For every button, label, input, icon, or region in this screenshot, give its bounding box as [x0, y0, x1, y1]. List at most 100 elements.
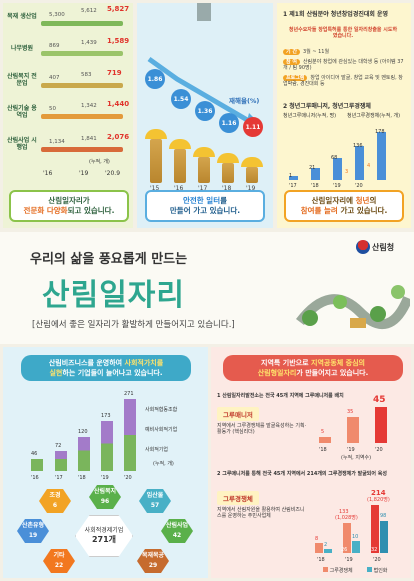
panel-youth: 1 제1회 산림분야 청년창업경진대회 운영 청년수요자들 창업특허를 통한 일… — [277, 3, 411, 228]
helmet-icon — [193, 147, 215, 157]
headline-highlight: 지역공동체 중심의 — [311, 359, 365, 367]
year-label: '19 — [79, 170, 89, 177]
center-total: 사회적경제기업 271개 — [75, 515, 133, 557]
year-label: '15 — [150, 185, 160, 192]
bar-value: 5 — [321, 429, 325, 435]
value-16: 407 — [49, 75, 60, 81]
section-title: 2 청년그루매니저, 청년그루경쟁체 — [283, 103, 371, 110]
bar-value: 21 — [309, 165, 316, 171]
item-title: 1 산림일자리발전소는 전국 45개 지역에 그루매니저를 배치 — [217, 393, 344, 399]
caption-box: 산림일자리에 청년의 참여를 늘려 가고 있습니다. — [284, 190, 404, 222]
value-16: 1,134 — [49, 139, 65, 145]
bar-value: 178 — [375, 129, 385, 135]
bar — [333, 158, 342, 180]
helmet-icon — [241, 157, 263, 167]
bar-total: 72 — [55, 443, 62, 449]
category-value: 96 — [100, 498, 110, 505]
bar-total: 271 — [124, 391, 134, 397]
value-16: 869 — [49, 43, 60, 49]
year-label: '18 — [78, 475, 86, 481]
category-hex: 조경 6 — [39, 489, 71, 513]
headline-highlight: 실현 — [49, 369, 63, 377]
legend-item: 법인화 — [367, 567, 387, 574]
stump-bar — [198, 157, 210, 183]
trunk-bar — [41, 114, 123, 119]
bar-value: 45 — [373, 395, 386, 405]
bar — [315, 543, 323, 553]
bar-value: 26 — [341, 547, 348, 553]
year-label: '20 — [373, 557, 381, 563]
headline-highlight: 사회적가치를 — [124, 359, 164, 367]
year-label: '19 — [333, 183, 341, 189]
info-text: 산림분야 창업에 관심있는 대학생 등 (아이템 37개 / 팀 90명) — [283, 59, 404, 71]
info-tag: 프로그램 — [283, 75, 308, 81]
row-label: 산림기술 용역업 — [7, 105, 37, 119]
legend-item: 사회적협동조합 — [145, 407, 178, 413]
trunk-bar — [41, 21, 123, 26]
year-label: '16 — [43, 170, 53, 177]
logo-text: 산림청 — [372, 243, 395, 252]
banner-subtitle: 우리의 삶을 풍요롭게 만드는 — [30, 252, 188, 267]
stump-bar — [174, 149, 186, 183]
bar — [319, 437, 331, 443]
value-19: 1,439 — [81, 40, 97, 46]
year-label: '19 — [347, 447, 355, 453]
trunk-bar — [41, 83, 123, 88]
bar-value: 8 — [315, 536, 319, 542]
year-label: '19 — [246, 185, 256, 192]
year-label: '19 — [101, 475, 109, 481]
panel-headline: 지역특 기반으로 지역공동체 중심의 산림형일자리가 만들어지고 있습니다. — [223, 355, 403, 381]
info-text: 창업 아이디어 발굴, 창업 교육 및 멘토링, 창업박람, 경진대회 등 — [283, 75, 403, 87]
stack-bar — [124, 399, 136, 471]
bar — [355, 146, 364, 180]
value-bubble: 1.36 — [195, 101, 215, 121]
helmet-icon — [217, 153, 239, 163]
category-name: 기타 — [53, 552, 65, 559]
bar — [371, 505, 379, 553]
banner-title: 산림일자리 — [42, 278, 185, 313]
year-label: '20.9 — [105, 170, 121, 177]
bar-value-b: 3 — [345, 169, 349, 175]
label-pill: 그루매니저 — [217, 407, 259, 421]
year-label: '18 — [222, 185, 232, 192]
bar-value: 35 — [347, 409, 354, 415]
bar-value: 68 — [331, 155, 338, 161]
value-20: 2,076 — [107, 133, 130, 141]
value-20: 5,827 — [107, 5, 130, 13]
info-row: 기 간 3월 ~ 11월 — [283, 49, 405, 55]
bar-value: 32 — [371, 547, 378, 553]
legend-swatch — [367, 567, 372, 572]
legend-swatch — [323, 567, 328, 572]
category-name: 조경 — [49, 492, 61, 499]
category-name: 임산물 — [146, 492, 164, 499]
caption-highlight: 전문화 다양화 — [23, 206, 68, 215]
bar — [375, 407, 387, 443]
banner-tagline: [산림에서 좋은 일자리가 활발하게 만들어지고 있습니다.] — [32, 320, 235, 330]
year-label: '20 — [355, 183, 363, 189]
caption-text: 의 — [369, 196, 377, 205]
helmet-icon — [169, 139, 191, 149]
headline-text: 하는 기업들이 늘어나고 있습니다. — [62, 369, 163, 377]
year-label: '17 — [198, 185, 208, 192]
bar-value: 10 — [352, 534, 359, 540]
value-19: 1,342 — [81, 103, 97, 109]
category-name: 산촌유형 — [21, 522, 45, 529]
legend-item: 예비사회적기업 — [145, 427, 178, 433]
bar-value-b: 4 — [367, 163, 371, 169]
value-16: 50 — [49, 106, 56, 112]
bar — [343, 523, 351, 553]
caption-box: 산림일자리가 전문화 다양화되고 있습니다. — [9, 190, 129, 222]
caption-text: 가고 있습니다. — [340, 206, 388, 215]
panel-community: 지역특 기반으로 지역공동체 중심의 산림형일자리가 만들어지고 있습니다. 1… — [211, 347, 411, 578]
panel-safety: 1.86 1.54 1.36 1.16 1.11 재해율(%) '15 '16 … — [137, 3, 273, 228]
legend-text: 법인화 — [373, 568, 388, 574]
helmet-icon — [145, 129, 167, 139]
caption-text: 산림일자리에 — [311, 196, 354, 205]
bar — [347, 417, 359, 443]
category-hex: 목재목공 29 — [137, 549, 169, 573]
category-value: 57 — [150, 502, 160, 509]
panel-headline: 산림비즈니스를 운영하여 사회적가치를 실현하는 기업들이 늘어나고 있습니다. — [21, 355, 191, 381]
info-tag: 참 여 — [283, 59, 300, 65]
year-label: '18 — [317, 557, 325, 563]
bar-top: 214 — [371, 489, 386, 497]
